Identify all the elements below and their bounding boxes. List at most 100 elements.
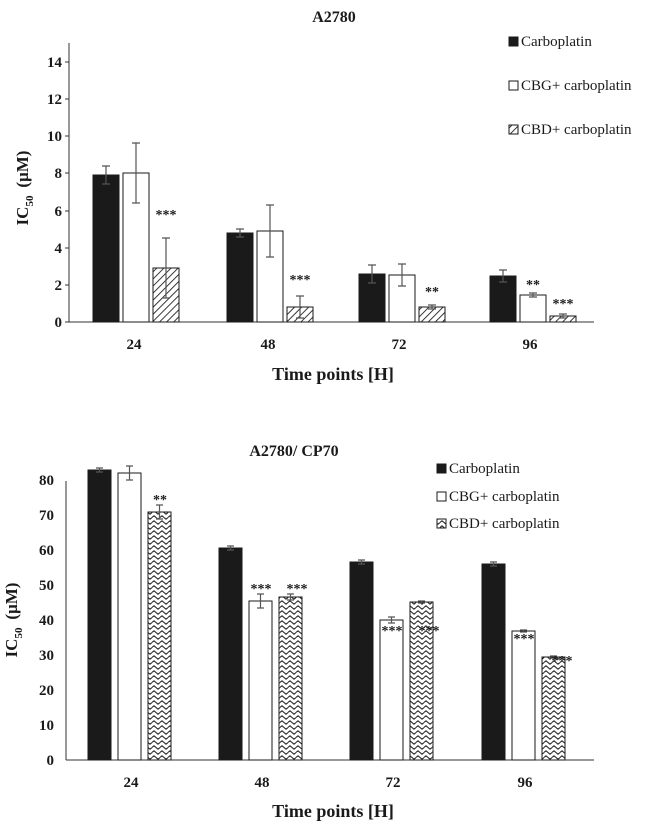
legend-swatch-cbg-carboplatin	[436, 491, 447, 502]
y-tick-label: 14	[47, 55, 63, 71]
significance-marks: *** *** ** ** ***	[156, 208, 574, 312]
y-tick-label: 50	[39, 578, 54, 594]
bar-carboplatin-24	[87, 469, 112, 761]
chart-a2780: A2780 0 2 4 6 8 10 12 14 24 48 72 96	[13, 9, 632, 384]
legend: Carboplatin CBG+ carboplatin CBD+ carbop…	[436, 461, 560, 532]
y-tick-label: 30	[39, 648, 54, 664]
error-bar	[520, 629, 527, 633]
y-tick-label: 12	[47, 92, 62, 108]
y-axis-label: IC50 (μM)	[13, 151, 36, 226]
significance-label: ***	[514, 632, 535, 647]
bars	[87, 469, 566, 761]
error-bar	[358, 559, 365, 565]
y-ticks: 0 10 20 30 40 50 60 70 80	[39, 473, 54, 769]
legend-swatch-carboplatin	[436, 463, 447, 474]
y-tick-label: 10	[39, 718, 54, 734]
error-bar	[266, 204, 274, 258]
legend-swatch-cbg-carboplatin	[508, 80, 519, 91]
y-axis-label-subscript: 50	[13, 627, 25, 639]
error-bar	[529, 292, 537, 298]
chart-title: A2780	[312, 9, 356, 26]
significance-label: ***	[251, 582, 272, 597]
error-bar	[418, 600, 425, 604]
error-bar	[398, 263, 406, 287]
error-bar	[550, 655, 557, 659]
y-tick-label: 4	[55, 241, 63, 257]
legend-label: Carboplatin	[449, 461, 520, 477]
error-bar	[227, 545, 234, 551]
x-tick-label: 72	[392, 337, 407, 353]
x-axis-label: Time points [H]	[272, 801, 394, 821]
error-bar	[126, 465, 133, 481]
y-tick-label: 0	[55, 315, 63, 331]
error-bar	[132, 142, 140, 204]
x-axis-label: Time points [H]	[272, 364, 394, 384]
error-bar	[102, 165, 110, 185]
significance-label: ***	[419, 624, 440, 639]
y-axis-label: IC50 (μM)	[2, 583, 25, 658]
y-tick-label: 0	[47, 753, 55, 769]
x-tick-label: 48	[255, 775, 270, 791]
y-ticks: 0 2 4 6 8 10 12 14	[47, 55, 69, 331]
legend-label: CBG+ carboplatin	[449, 489, 560, 505]
bar-carboplatin-72	[349, 561, 374, 761]
significance-label: ***	[290, 273, 311, 288]
error-bar	[559, 313, 567, 319]
error-bars	[96, 465, 557, 659]
y-tick-label: 10	[47, 129, 62, 145]
y-axis-label-subscript: 50	[24, 195, 36, 207]
bar-cbd-carboplatin-96	[541, 656, 566, 761]
y-tick-label: 60	[39, 543, 54, 559]
legend-swatch-carboplatin	[508, 36, 519, 47]
error-bar	[236, 228, 244, 238]
x-tick-label: 48	[261, 337, 276, 353]
significance-marks: ** *** *** *** *** *** ***	[153, 493, 573, 669]
bar-cbg-carboplatin-72	[379, 619, 404, 761]
error-bar	[296, 295, 304, 319]
bar-carboplatin-48	[218, 547, 243, 761]
x-tick-label: 96	[518, 775, 534, 791]
x-tick-label: 72	[386, 775, 401, 791]
bar-carboplatin-96	[481, 563, 506, 761]
error-bar	[388, 616, 395, 624]
significance-label: **	[153, 493, 167, 508]
legend-swatch-cbd-carboplatin	[436, 518, 447, 529]
significance-label: ***	[382, 624, 403, 639]
error-bar	[96, 467, 103, 473]
bar-carboplatin-48	[226, 232, 254, 323]
bar-cbg-carboplatin-96	[511, 630, 536, 761]
bar-cbg-carboplatin-24	[117, 472, 142, 761]
error-bar	[499, 269, 507, 283]
y-axis-label-main: IC	[2, 639, 21, 658]
x-tick-label: 96	[523, 337, 539, 353]
y-axis-label-unit: (μM)	[2, 583, 21, 620]
error-bar	[368, 264, 376, 284]
error-bar	[162, 237, 170, 299]
legend-label: CBG+ carboplatin	[521, 78, 632, 94]
significance-label: **	[425, 285, 439, 300]
legend-label: CBD+ carboplatin	[521, 122, 632, 138]
bar-carboplatin-96	[489, 275, 517, 323]
legend-label: CBD+ carboplatin	[449, 516, 560, 532]
significance-label: ***	[552, 654, 573, 669]
error-bar	[257, 593, 264, 609]
legend: Carboplatin CBG+ carboplatin CBD+ carbop…	[508, 34, 632, 138]
y-tick-label: 2	[55, 278, 63, 294]
chart-title: A2780/ CP70	[249, 443, 338, 460]
x-ticks: 24 48 72 96	[127, 337, 539, 353]
error-bar	[428, 304, 436, 310]
x-tick-label: 24	[124, 775, 140, 791]
y-axis-label-main: IC	[13, 207, 32, 226]
error-bar	[156, 504, 163, 520]
y-tick-label: 80	[39, 473, 54, 489]
chart-a2780-cp70: A2780/ CP70 0 10 20 30 40 50 60 70 80 24…	[2, 443, 594, 821]
x-tick-label: 24	[127, 337, 143, 353]
x-ticks: 24 48 72 96	[124, 775, 534, 791]
legend-swatch-cbd-carboplatin	[508, 124, 519, 135]
legend-label: Carboplatin	[521, 34, 592, 50]
bar-cbd-carboplatin-48	[278, 596, 303, 761]
significance-label: **	[526, 278, 540, 293]
error-bars	[102, 142, 567, 319]
y-tick-label: 8	[55, 166, 63, 182]
